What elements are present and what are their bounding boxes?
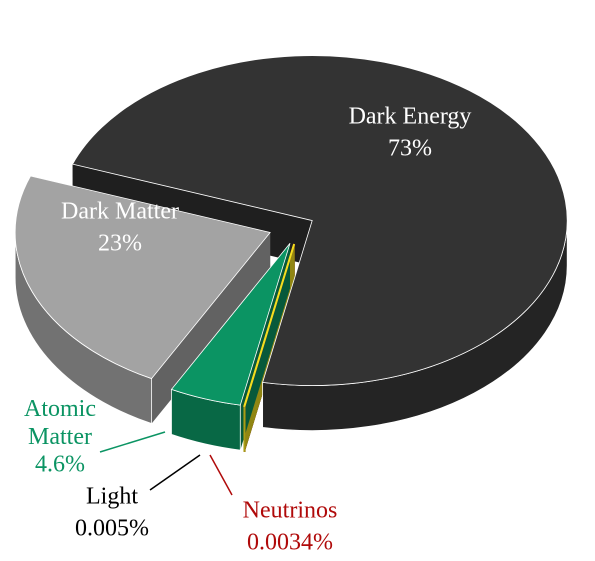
slice-value-label: 23% [98,231,142,257]
slice-label: Dark Matter [61,199,179,225]
slice-value-label: 0.0034% [247,530,333,556]
slice [71,55,568,386]
leader-line [99,431,166,453]
slice [170,243,291,406]
slice-walls [14,220,568,453]
slice-tops [14,55,568,407]
slice-label: Light [86,484,138,510]
slice-value-label: 73% [388,136,432,162]
slice [243,243,296,407]
slice-label: Neutrinos [243,498,338,524]
slice-label: Dark Energy [349,104,472,130]
slice-face [151,232,271,424]
leader-line [209,454,233,496]
labels: Dark Energy 73% Neutrinos 0.0034% Light 0.005… [24,104,471,556]
slice-label: Atomic Matter [24,396,96,450]
slice-value-label: 0.005% [75,516,149,542]
slice [14,175,271,380]
leader-line [149,454,201,491]
slice-value-label: 4.6% [35,452,85,478]
